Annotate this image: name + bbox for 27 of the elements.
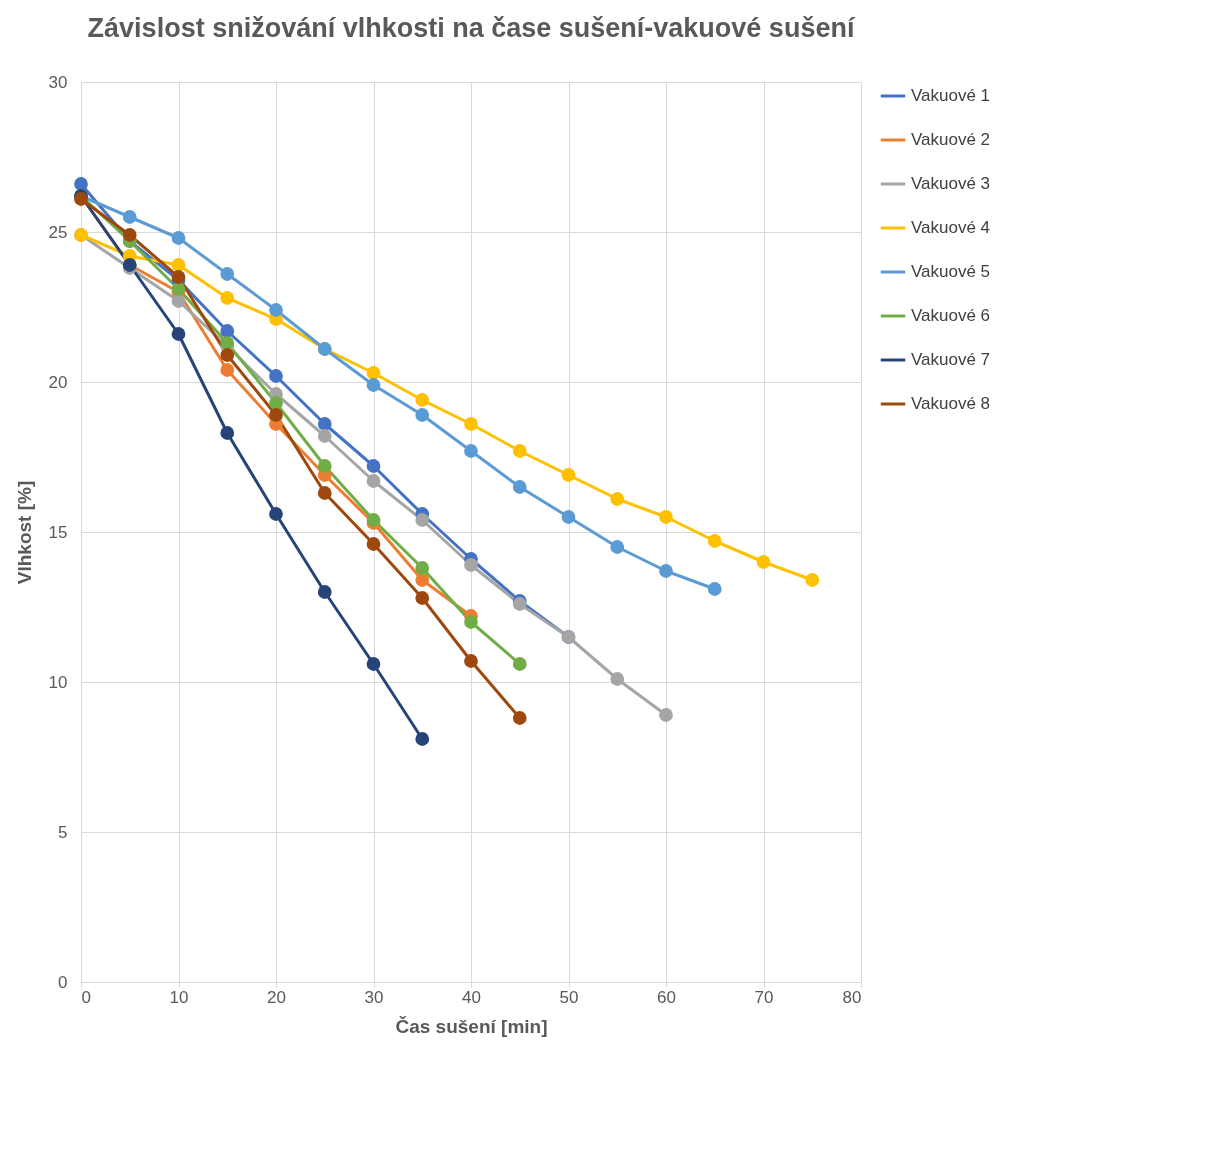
legend-label: Vakuové 3 [911,174,991,193]
y-tick-label: 25 [48,222,68,242]
y-tick-label: 15 [48,522,68,542]
x-tick-label: 40 [462,987,481,1007]
x-tick-label: 60 [657,987,676,1007]
x-tick-label: 10 [169,987,189,1007]
legend-label: Vakuové 1 [911,86,991,105]
legend-label: Vakuové 2 [911,130,991,149]
y-tick-label: 30 [48,72,68,92]
x-tick-label: 30 [364,987,384,1007]
chart-title: Závislost snižování vlhkosti na čase sušení-vakuové sušení [87,13,856,43]
y-tick-label: 5 [58,822,68,842]
x-tick-label: 70 [754,987,774,1007]
y-tick-label: 10 [48,672,68,692]
legend-label: Vakuové 7 [911,350,991,369]
legend-label: Vakuové 4 [911,218,991,237]
legend-label: Vakuové 8 [911,394,991,413]
x-axis-title: Čas sušení [min] [395,1015,548,1037]
legend-label: Vakuové 6 [911,306,991,325]
x-tick-label: 50 [559,987,579,1007]
x-tick-label: 80 [842,987,862,1007]
y-tick-label: 20 [48,372,68,392]
legend-label: Vakuové 5 [911,262,991,281]
x-tick-label: 0 [81,987,91,1007]
x-tick-label: 20 [267,987,286,1007]
y-tick-label: 0 [58,972,68,992]
y-axis-title: Vlhkost [%] [13,480,35,585]
